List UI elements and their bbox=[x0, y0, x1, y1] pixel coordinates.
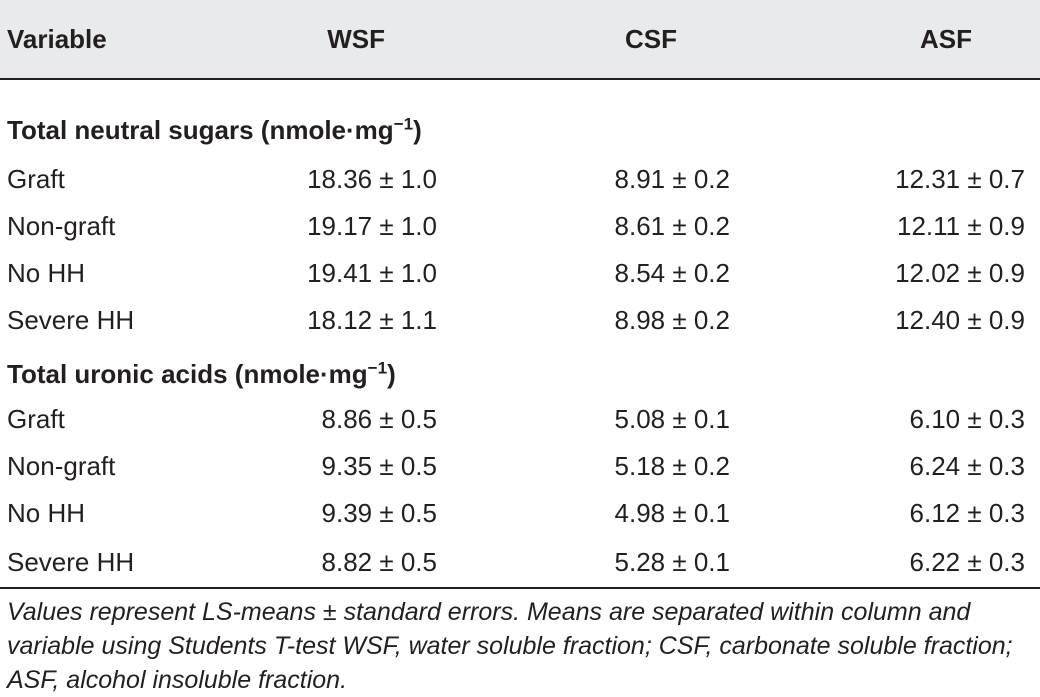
cell-csf: 5.18 ± 0.2 bbox=[614, 451, 730, 481]
table-row: Non-graft 19.17 ± 1.0 8.61 ± 0.2 12.11 ±… bbox=[0, 203, 1040, 250]
cell-asf: 6.22 ± 0.3 bbox=[735, 537, 1040, 589]
group-title: Total neutral sugars (nmole·mg−1) bbox=[7, 114, 422, 145]
row-label: Graft bbox=[7, 404, 65, 434]
row-label: Severe HH bbox=[0, 537, 250, 589]
cell-csf: 8.54 ± 0.2 bbox=[614, 258, 730, 288]
cell-asf: 6.24 ± 0.3 bbox=[909, 451, 1025, 481]
table-row: Severe HH 18.12 ± 1.1 8.98 ± 0.2 12.40 ±… bbox=[0, 297, 1040, 344]
table-footnote: Values represent LS-means ± standard err… bbox=[7, 598, 1013, 694]
cell-csf: 8.91 ± 0.2 bbox=[614, 164, 730, 194]
cell-asf: 12.31 ± 0.7 bbox=[895, 164, 1025, 194]
table-row: Graft 8.86 ± 0.5 5.08 ± 0.1 6.10 ± 0.3 bbox=[0, 396, 1040, 443]
cell-asf: 6.12 ± 0.3 bbox=[909, 498, 1025, 528]
cell-wsf: 18.36 ± 1.0 bbox=[307, 164, 437, 194]
cell-csf: 5.28 ± 0.1 bbox=[440, 537, 735, 589]
table-row: Severe HH 8.82 ± 0.5 5.28 ± 0.1 6.22 ± 0… bbox=[0, 537, 1040, 589]
row-label: No HH bbox=[7, 498, 86, 528]
cell-csf: 4.98 ± 0.1 bbox=[614, 498, 730, 528]
header-variable: Variable bbox=[0, 0, 250, 80]
header-csf: CSF bbox=[440, 0, 735, 80]
row-label: Severe HH bbox=[7, 305, 135, 335]
cell-asf: 12.02 ± 0.9 bbox=[895, 258, 1025, 288]
group-title: Total uronic acids (nmole·mg−1) bbox=[7, 358, 396, 389]
table-row: Non-graft 9.35 ± 0.5 5.18 ± 0.2 6.24 ± 0… bbox=[0, 443, 1040, 490]
row-label: Graft bbox=[7, 164, 65, 194]
cell-asf: 12.40 ± 0.9 bbox=[895, 305, 1025, 335]
table-row: Graft 18.36 ± 1.0 8.91 ± 0.2 12.31 ± 0.7 bbox=[0, 156, 1040, 203]
cell-csf: 8.61 ± 0.2 bbox=[614, 211, 730, 241]
group-row-neutral-sugars: Total neutral sugars (nmole·mg−1) bbox=[0, 79, 1040, 156]
row-label: No HH bbox=[7, 258, 86, 288]
header-asf: ASF bbox=[735, 0, 1040, 80]
cell-wsf: 9.39 ± 0.5 bbox=[321, 498, 437, 528]
table-row: No HH 9.39 ± 0.5 4.98 ± 0.1 6.12 ± 0.3 bbox=[0, 490, 1040, 537]
cell-wsf: 9.35 ± 0.5 bbox=[321, 451, 437, 481]
group-row-uronic-acids: Total uronic acids (nmole·mg−1) bbox=[0, 344, 1040, 396]
header-row: Variable WSF CSF ASF bbox=[0, 0, 1040, 80]
table-row: No HH 19.41 ± 1.0 8.54 ± 0.2 12.02 ± 0.9 bbox=[0, 250, 1040, 297]
cell-wsf: 8.86 ± 0.5 bbox=[321, 404, 437, 434]
row-label: Non-graft bbox=[7, 451, 116, 481]
cell-asf: 12.11 ± 0.9 bbox=[897, 211, 1025, 241]
cell-wsf: 18.12 ± 1.1 bbox=[307, 305, 437, 335]
cell-wsf: 19.17 ± 1.0 bbox=[307, 211, 437, 241]
cell-csf: 8.98 ± 0.2 bbox=[614, 305, 730, 335]
row-label: Non-graft bbox=[7, 211, 116, 241]
cell-asf: 6.10 ± 0.3 bbox=[909, 404, 1025, 434]
header-wsf: WSF bbox=[250, 0, 440, 80]
cell-wsf: 19.41 ± 1.0 bbox=[307, 258, 437, 288]
cell-csf: 5.08 ± 0.1 bbox=[614, 404, 730, 434]
data-table: Variable WSF CSF ASF Total neutral sugar… bbox=[0, 0, 1040, 589]
cell-wsf: 8.82 ± 0.5 bbox=[250, 537, 440, 589]
